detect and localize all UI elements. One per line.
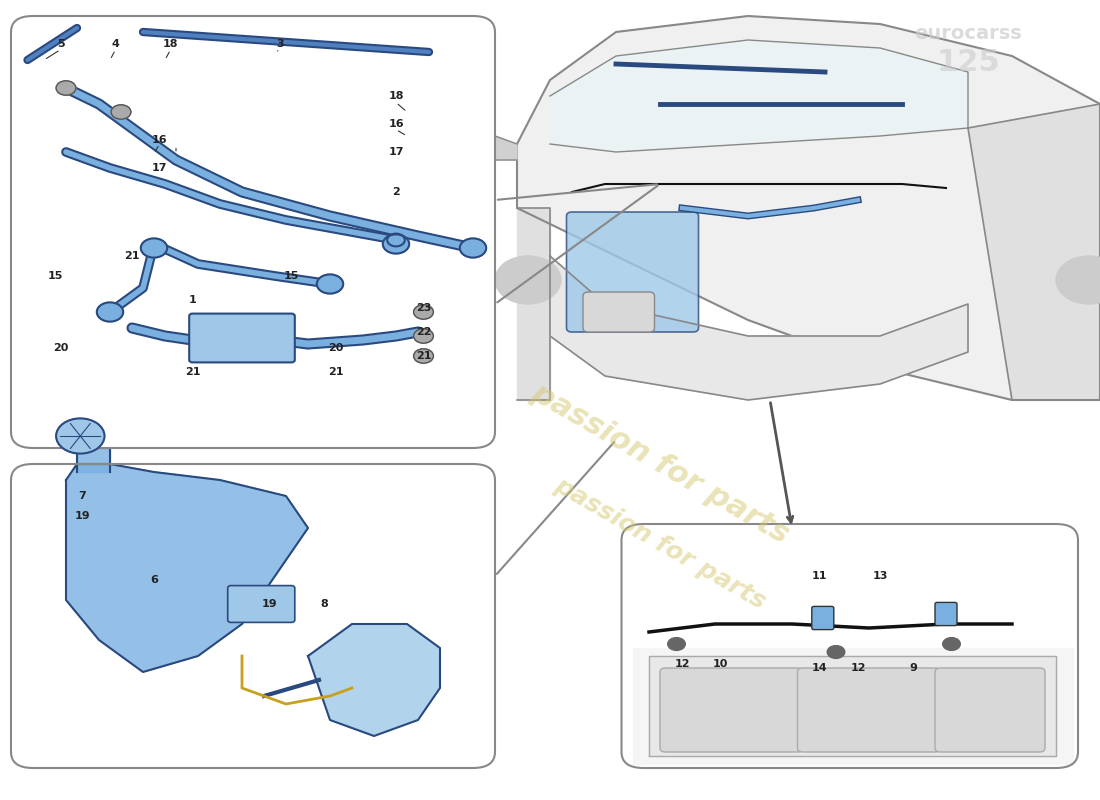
Circle shape — [141, 238, 167, 258]
Text: 1: 1 — [188, 295, 197, 305]
Circle shape — [56, 81, 76, 95]
Polygon shape — [517, 16, 1100, 400]
Polygon shape — [308, 624, 440, 736]
Text: 13: 13 — [872, 571, 888, 581]
Polygon shape — [968, 104, 1100, 400]
Text: 17: 17 — [152, 163, 167, 173]
Text: 15: 15 — [47, 271, 63, 281]
Circle shape — [943, 638, 960, 650]
Text: 16: 16 — [388, 119, 404, 129]
Polygon shape — [77, 448, 110, 472]
Text: 2: 2 — [392, 187, 400, 197]
Polygon shape — [66, 464, 308, 672]
Text: 14: 14 — [812, 663, 827, 673]
Text: 19: 19 — [75, 511, 90, 521]
Text: 17: 17 — [388, 147, 404, 157]
Text: 125: 125 — [936, 48, 1000, 77]
Circle shape — [1056, 256, 1100, 304]
Text: 20: 20 — [328, 343, 343, 353]
Polygon shape — [550, 40, 968, 152]
FancyBboxPatch shape — [798, 668, 940, 752]
Text: 21: 21 — [124, 251, 140, 261]
Polygon shape — [632, 648, 1072, 764]
Text: 5: 5 — [57, 39, 64, 49]
Polygon shape — [550, 256, 968, 400]
Circle shape — [97, 302, 123, 322]
Polygon shape — [649, 656, 1056, 756]
Polygon shape — [517, 208, 550, 400]
Text: passion for parts: passion for parts — [526, 378, 794, 550]
Circle shape — [387, 234, 405, 246]
Text: 16: 16 — [152, 135, 167, 145]
Text: 19: 19 — [262, 599, 277, 609]
Circle shape — [317, 274, 343, 294]
Text: 18: 18 — [163, 39, 178, 49]
Text: 21: 21 — [328, 367, 343, 377]
Text: passion for parts: passion for parts — [550, 474, 770, 614]
FancyBboxPatch shape — [583, 292, 654, 332]
Text: 23: 23 — [416, 303, 431, 313]
Circle shape — [827, 646, 845, 658]
Circle shape — [111, 105, 131, 119]
Circle shape — [668, 638, 685, 650]
Text: 21: 21 — [416, 351, 431, 361]
Circle shape — [414, 305, 433, 319]
Circle shape — [495, 256, 561, 304]
Text: 7: 7 — [78, 491, 87, 501]
Circle shape — [414, 329, 433, 343]
Text: 12: 12 — [850, 663, 866, 673]
Text: 8: 8 — [320, 599, 329, 609]
Text: 21: 21 — [185, 367, 200, 377]
Circle shape — [383, 234, 409, 254]
Polygon shape — [495, 136, 517, 160]
Text: eurocarss: eurocarss — [914, 24, 1022, 43]
Text: 12: 12 — [674, 659, 690, 669]
Text: 10: 10 — [713, 659, 728, 669]
Text: 6: 6 — [150, 575, 158, 585]
Text: 18: 18 — [388, 91, 404, 101]
Text: 9: 9 — [909, 663, 917, 673]
Text: 3: 3 — [277, 39, 284, 49]
FancyBboxPatch shape — [228, 586, 295, 622]
Circle shape — [460, 238, 486, 258]
Text: 22: 22 — [416, 327, 431, 337]
Text: 20: 20 — [53, 343, 68, 353]
FancyBboxPatch shape — [935, 602, 957, 626]
Text: 4: 4 — [111, 39, 120, 49]
Text: 11: 11 — [812, 571, 827, 581]
FancyBboxPatch shape — [935, 668, 1045, 752]
FancyBboxPatch shape — [189, 314, 295, 362]
Text: 15: 15 — [284, 271, 299, 281]
FancyBboxPatch shape — [566, 212, 698, 332]
Circle shape — [414, 349, 433, 363]
FancyBboxPatch shape — [660, 668, 803, 752]
FancyBboxPatch shape — [812, 606, 834, 630]
Circle shape — [56, 418, 104, 454]
